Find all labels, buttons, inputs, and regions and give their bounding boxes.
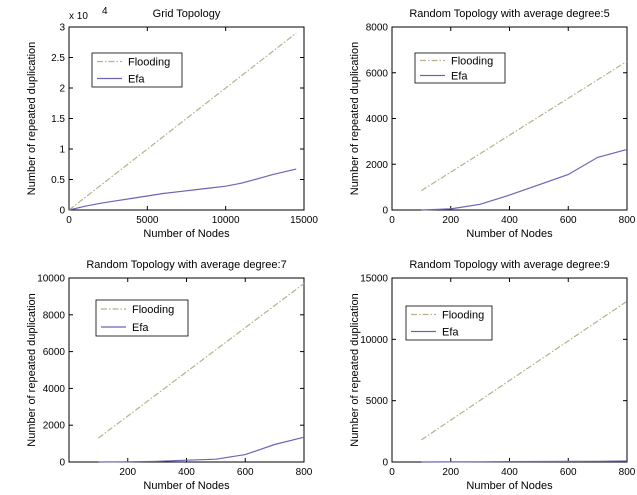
chart-title: Random Topology with average degree:9	[409, 259, 609, 271]
x-tick-label: 200	[119, 467, 136, 478]
legend-label-flooding: Flooding	[132, 304, 174, 316]
x-axis-label: Number of Nodes	[466, 228, 553, 240]
y-tick-label: 2	[59, 84, 65, 95]
legend-label-flooding: Flooding	[442, 310, 484, 322]
y-tick-label: 2000	[43, 421, 66, 432]
x-tick-label: 15000	[290, 215, 318, 226]
x-tick-label: 800	[619, 215, 636, 226]
y-tick-label: 0	[382, 206, 388, 217]
y-axis-label: Number of repeated duplication	[349, 42, 361, 195]
x-tick-label: 400	[178, 467, 195, 478]
legend-box	[405, 305, 493, 341]
x-tick-label: 10000	[212, 215, 240, 226]
legend: Flooding Efa	[95, 299, 189, 337]
y-tick-label: 4000	[43, 384, 66, 395]
y-tick-label: 6000	[366, 68, 389, 79]
y-tick-label: 0	[382, 458, 388, 469]
y-tick-label: 0	[59, 206, 65, 217]
x-tick-label: 600	[237, 467, 254, 478]
series-line-flooding	[421, 60, 628, 192]
x-tick-label: 400	[501, 215, 518, 226]
x-tick-label: 0	[389, 215, 395, 226]
x-tick-label: 800	[296, 467, 313, 478]
x-tick-label: 200	[442, 215, 459, 226]
y-exponent-label: x 10	[69, 11, 88, 22]
y-axis-label: Number of repeated duplication	[26, 42, 38, 195]
legend: Flooding Efa	[414, 52, 506, 84]
y-tick-label: 4000	[366, 114, 389, 125]
series-line-efa	[421, 460, 628, 463]
chart-panel-3: 200 400 600 8000200040006000800010000Random…	[26, 259, 313, 492]
chart-panel-1: 0 5000 10000 15000 0 0.5 1 1.5 2 2.5 3 x 10 4 Grid To…	[26, 6, 318, 240]
x-tick-label: 600	[560, 467, 577, 478]
x-tick-label: 0	[66, 215, 72, 226]
y-axis-label: Number of repeated duplication	[349, 293, 361, 446]
x-tick-label: 800	[619, 467, 636, 478]
y-tick-label: 0.5	[51, 175, 65, 186]
chart-panel-4: 0 200 400 600 800 0 5000 10000 15000 Random Topol…	[349, 259, 636, 492]
series-line-efa	[421, 148, 628, 211]
series-line-flooding	[98, 283, 305, 439]
legend-label-efa: Efa	[128, 74, 145, 86]
y-tick-label: 2000	[366, 160, 389, 171]
y-tick-label: 3	[59, 23, 65, 34]
x-tick-label: 0	[389, 467, 395, 478]
y-tick-label: 1.5	[51, 114, 65, 125]
legend-box	[95, 299, 189, 337]
legend-label-efa: Efa	[132, 322, 149, 334]
legend: Flooding Efa	[405, 305, 493, 341]
legend-label-flooding: Flooding	[451, 56, 493, 68]
chart-title: Grid Topology	[153, 8, 221, 20]
y-tick-label: 0	[59, 458, 65, 469]
chart-title: Random Topology with average degree:5	[409, 8, 609, 20]
x-tick-label: 5000	[136, 215, 159, 226]
legend-label-flooding: Flooding	[128, 57, 170, 69]
y-tick-label: 5000	[366, 396, 389, 407]
y-tick-label: 6000	[43, 347, 66, 358]
y-tick-label: 15000	[360, 274, 388, 285]
series-line-flooding	[68, 32, 297, 211]
y-axis-label: Number of repeated duplication	[26, 293, 38, 446]
series-line-flooding	[421, 300, 628, 441]
legend-label-efa: Efa	[442, 327, 459, 339]
y-tick-label: 8000	[366, 23, 389, 34]
x-tick-label: 200	[442, 467, 459, 478]
x-tick-label: 400	[501, 467, 518, 478]
series-line-efa	[98, 436, 305, 463]
series-line-efa	[68, 168, 297, 211]
x-axis-label: Number of Nodes	[143, 480, 230, 492]
legend-label-efa: Efa	[451, 71, 468, 83]
y-tick-label: 1	[59, 145, 65, 156]
x-axis-label: Number of Nodes	[143, 228, 230, 240]
legend-box	[91, 52, 183, 88]
chart-title: Random Topology with average degree:7	[86, 259, 286, 271]
y-tick-label: 2.5	[51, 53, 65, 64]
x-tick-label: 600	[560, 215, 577, 226]
y-tick-label: 10000	[37, 274, 65, 285]
x-axis-label: Number of Nodes	[466, 480, 553, 492]
y-exponent-power: 4	[102, 6, 108, 17]
legend-box	[414, 52, 506, 84]
y-tick-label: 8000	[43, 310, 66, 321]
y-tick-label: 10000	[360, 335, 388, 346]
legend: Flooding Efa	[91, 52, 183, 88]
